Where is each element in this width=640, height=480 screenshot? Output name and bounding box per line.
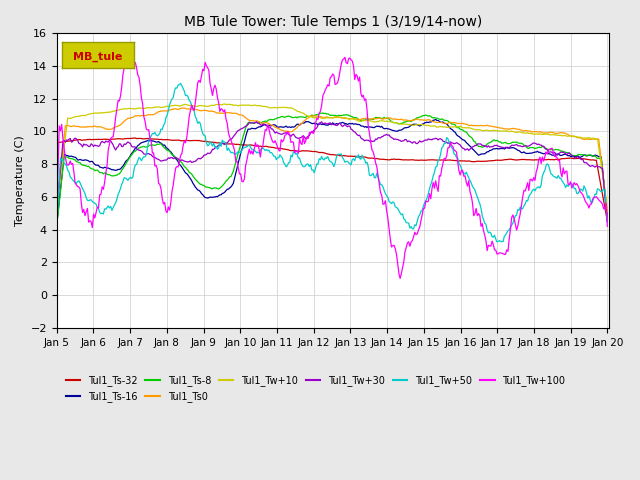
- Legend: Tul1_Ts-32, Tul1_Ts-16, Tul1_Ts-8, Tul1_Ts0, Tul1_Tw+10, Tul1_Tw+30, Tul1_Tw+50,: Tul1_Ts-32, Tul1_Ts-16, Tul1_Ts-8, Tul1_…: [61, 371, 569, 406]
- Title: MB Tule Tower: Tule Temps 1 (3/19/14-now): MB Tule Tower: Tule Temps 1 (3/19/14-now…: [184, 15, 482, 29]
- Y-axis label: Temperature (C): Temperature (C): [15, 135, 25, 226]
